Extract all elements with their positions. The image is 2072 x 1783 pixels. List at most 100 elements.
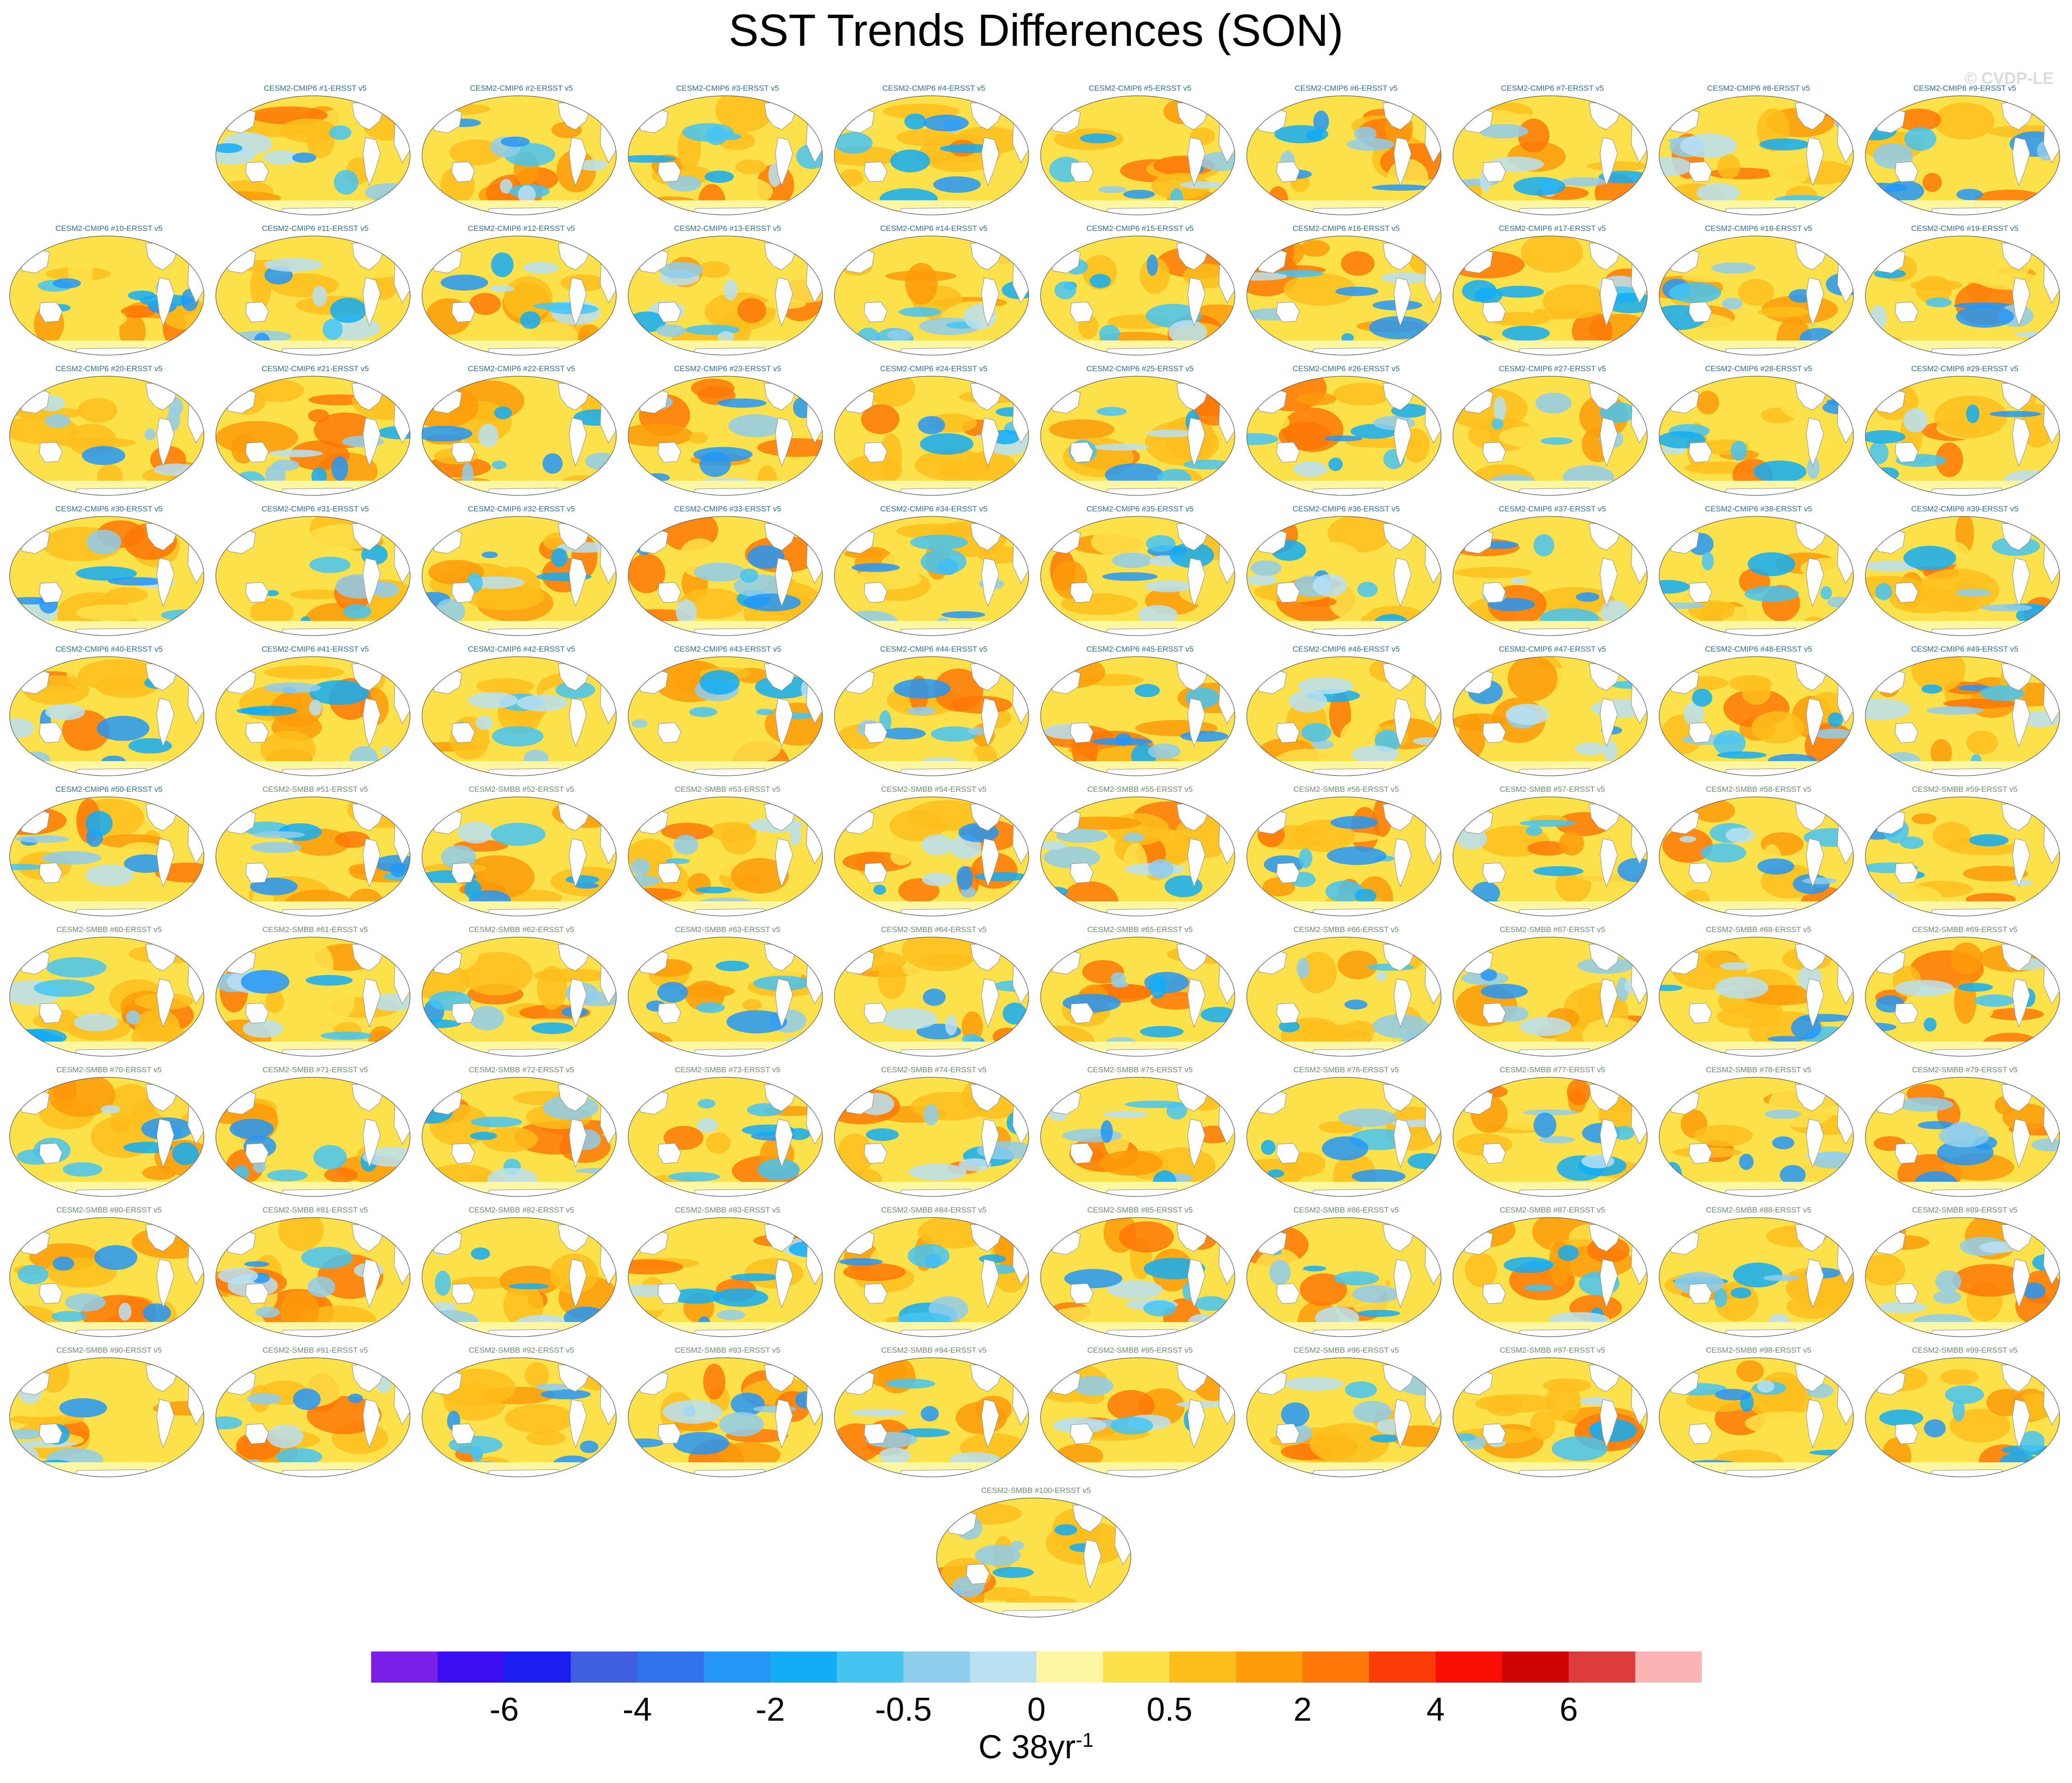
map-panel-plot <box>834 1077 1029 1197</box>
map-cool-anomaly <box>1731 440 1747 461</box>
map-panel-plot <box>834 236 1029 356</box>
panel-label: CESM2-CMIP6 #22-ERSST v5 <box>468 364 575 373</box>
map-warm-anomaly <box>1454 567 1533 578</box>
panel-label: CESM2-CMIP6 #40-ERSST v5 <box>55 645 163 653</box>
panel-label: CESM2-SMBB #93-ERSST v5 <box>674 1346 781 1355</box>
map-cool-anomaly <box>728 414 784 438</box>
map-cool-anomaly <box>1179 181 1223 189</box>
panel-label: CESM2-SMBB #90-ERSST v5 <box>56 1346 162 1355</box>
map-panel-plot <box>1040 656 1235 776</box>
map-panel: CESM2-SMBB #83-ERSST v5 <box>627 1206 828 1339</box>
map-landmass <box>39 1423 63 1444</box>
map-panel: CESM2-CMIP6 #8-ERSST v5 <box>1658 84 1859 218</box>
panel-label: CESM2-CMIP6 #42-ERSST v5 <box>468 645 575 653</box>
map-cool-anomaly <box>292 152 317 163</box>
map-panel-plot <box>1040 1357 1235 1477</box>
panel-label: CESM2-SMBB #52-ERSST v5 <box>468 785 575 794</box>
map-cool-anomaly <box>330 297 367 323</box>
map-panel-plot <box>1040 937 1235 1057</box>
map-panel: CESM2-CMIP6 #32-ERSST v5 <box>421 505 622 638</box>
map-cool-anomaly <box>309 556 351 573</box>
map-outline <box>628 95 823 215</box>
map-cool-anomaly <box>45 704 85 720</box>
map-panel-plot <box>1659 1357 1854 1477</box>
map-landmass <box>1070 302 1094 323</box>
map-warm-anomaly <box>697 261 730 278</box>
map-warm-anomaly <box>1950 1409 2011 1443</box>
map-cool-anomaly <box>1533 866 1584 876</box>
map-warm-anomaly <box>742 999 762 1011</box>
panel-label: CESM2-CMIP6 #50-ERSST v5 <box>55 785 163 794</box>
map-landmass <box>1187 838 1206 888</box>
map-landmass <box>1482 722 1506 743</box>
map-warm-anomaly <box>1527 841 1568 856</box>
map-panel: CESM2-CMIP6 #34-ERSST v5 <box>833 505 1035 638</box>
map-landmass <box>569 1259 587 1308</box>
map-cool-anomaly <box>489 285 514 292</box>
map-landmass <box>39 722 63 743</box>
map-warm-anomaly <box>735 159 767 175</box>
panel-label: CESM2-CMIP6 #37-ERSST v5 <box>1499 505 1606 513</box>
map-cool-anomaly <box>269 450 323 457</box>
map-panel-plot <box>422 95 617 215</box>
map-cool-anomaly <box>1103 1111 1149 1118</box>
map-panel-plot <box>9 376 204 496</box>
map-cool-anomaly <box>520 311 541 329</box>
map-landmass <box>1928 1189 2006 1196</box>
map-warm-anomaly <box>839 169 864 187</box>
map-cool-anomaly <box>1344 999 1368 1010</box>
map-landmass <box>278 908 357 916</box>
map-warm-anomaly <box>1741 677 1771 705</box>
map-landmass <box>278 207 357 215</box>
map-warm-anomaly <box>142 1166 176 1180</box>
panel-label: CESM2-CMIP6 #47-ERSST v5 <box>1499 645 1606 653</box>
map-cool-anomaly <box>1945 1385 1984 1404</box>
map-panel-plot <box>1659 937 1854 1057</box>
map-cool-anomaly <box>696 1118 718 1133</box>
map-panel-plot <box>215 656 411 776</box>
map-landmass <box>1515 1189 1594 1196</box>
map-panel: CESM2-SMBB #79-ERSST v5 <box>1864 1065 2066 1199</box>
colorbar-swatch <box>1103 1651 1170 1683</box>
map-cool-anomaly <box>1980 685 2024 702</box>
map-warm-anomaly <box>250 598 294 626</box>
map-cool-anomaly <box>1513 177 1566 196</box>
map-landmass <box>1482 302 1506 323</box>
map-warm-anomaly <box>978 1587 1031 1601</box>
map-cool-anomaly <box>392 611 410 630</box>
map-landmass <box>1928 768 2006 776</box>
panel-label: CESM2-CMIP6 #18-ERSST v5 <box>1705 224 1812 233</box>
map-cool-anomaly <box>1491 418 1504 430</box>
map-landmass <box>569 838 587 888</box>
map-panel: CESM2-CMIP6 #38-ERSST v5 <box>1658 505 1859 638</box>
map-cool-anomaly <box>1353 1401 1392 1423</box>
panel-label: CESM2-SMBB #77-ERSST v5 <box>1499 1065 1606 1074</box>
map-cool-anomaly <box>975 1545 1021 1566</box>
map-cool-anomaly <box>311 467 327 485</box>
map-landmass <box>2012 417 2030 467</box>
panel-label: CESM2-SMBB #84-ERSST v5 <box>881 1206 987 1214</box>
map-cool-anomaly <box>565 875 600 884</box>
map-landmass <box>1688 1423 1712 1444</box>
map-warm-anomaly <box>1565 543 1601 587</box>
map-cool-anomaly <box>1576 592 1600 602</box>
map-warm-anomaly <box>119 313 146 349</box>
map-panel: CESM2-SMBB #89-ERSST v5 <box>1864 1206 2066 1339</box>
map-landmass <box>1482 582 1506 603</box>
map-landmass <box>1806 558 1824 607</box>
map-cool-anomaly <box>657 982 688 1003</box>
map-outline <box>628 1357 823 1477</box>
map-landmass <box>362 838 381 888</box>
map-landmass <box>897 207 976 215</box>
map-cool-anomaly <box>476 716 493 730</box>
colorbar-tick-labels: -6 -4 -2 -0.5 0 0.5 2 4 6 <box>0 1691 2072 1732</box>
map-landmass <box>156 838 175 888</box>
map-outline <box>834 1357 1029 1477</box>
map-warm-anomaly <box>905 1385 971 1404</box>
map-panel-plot <box>1040 376 1235 496</box>
map-panel-plot <box>9 656 204 776</box>
map-warm-anomaly <box>1135 400 1180 416</box>
map-cool-anomaly <box>899 1428 950 1437</box>
map-cool-anomaly <box>689 707 718 717</box>
map-cool-anomaly <box>86 530 121 554</box>
